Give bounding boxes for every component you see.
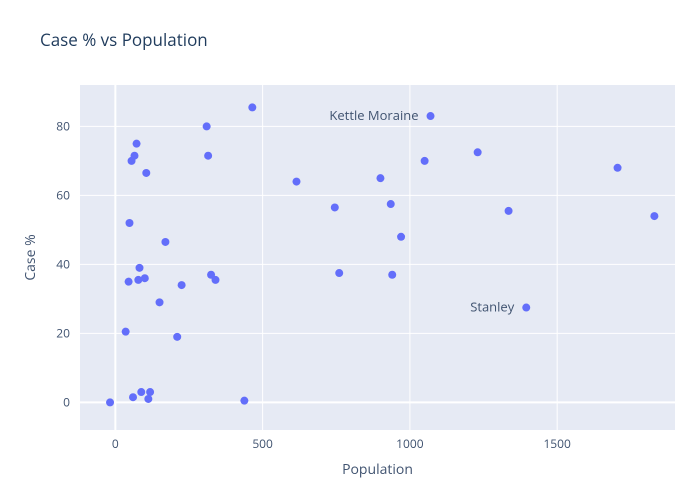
data-point[interactable]	[522, 304, 530, 312]
data-point[interactable]	[248, 103, 256, 111]
data-point[interactable]	[178, 281, 186, 289]
data-point[interactable]	[122, 328, 130, 336]
x-tick-label: 1500	[543, 435, 571, 452]
data-point[interactable]	[129, 393, 137, 401]
data-point[interactable]	[125, 219, 133, 227]
data-point[interactable]	[650, 212, 658, 220]
data-point[interactable]	[161, 238, 169, 246]
data-point[interactable]	[173, 333, 181, 341]
data-point[interactable]	[204, 152, 212, 160]
data-point[interactable]	[142, 169, 150, 177]
y-tick-label: 80	[56, 117, 70, 134]
scatter-chart: Case % vs Population 0 500 1000 1500 0 20 40 60…	[0, 0, 700, 500]
data-point[interactable]	[203, 122, 211, 130]
y-axis-label: Case %	[21, 234, 40, 280]
data-point[interactable]	[240, 397, 248, 405]
data-point[interactable]	[335, 269, 343, 277]
data-point[interactable]	[474, 148, 482, 156]
data-point[interactable]	[397, 233, 405, 241]
data-point[interactable]	[136, 264, 144, 272]
data-point[interactable]	[292, 178, 300, 186]
data-point[interactable]	[125, 278, 133, 286]
data-point[interactable]	[427, 112, 435, 120]
data-point[interactable]	[156, 298, 164, 306]
chart-title: Case % vs Population	[40, 28, 208, 51]
annotation-label: Stanley	[470, 298, 515, 316]
x-tick-label: 500	[252, 435, 273, 452]
x-tick-label: 1000	[396, 435, 424, 452]
y-tick-label: 20	[56, 324, 70, 341]
data-point[interactable]	[505, 207, 513, 215]
data-point[interactable]	[146, 388, 154, 396]
data-point[interactable]	[387, 200, 395, 208]
data-point[interactable]	[331, 203, 339, 211]
data-point[interactable]	[376, 174, 384, 182]
y-tick-label: 60	[56, 186, 70, 203]
data-point[interactable]	[137, 388, 145, 396]
data-point[interactable]	[614, 164, 622, 172]
data-point[interactable]	[106, 398, 114, 406]
data-point[interactable]	[144, 395, 152, 403]
x-axis-label: Population	[342, 460, 413, 479]
data-point[interactable]	[130, 152, 138, 160]
data-point[interactable]	[421, 157, 429, 165]
plot-area	[80, 85, 675, 430]
data-point[interactable]	[211, 276, 219, 284]
annotation-label: Kettle Moraine	[329, 106, 418, 124]
data-point[interactable]	[133, 140, 141, 148]
data-point[interactable]	[141, 274, 149, 282]
data-point[interactable]	[388, 271, 396, 279]
chart-svg[interactable]: 0 500 1000 1500 0 20 40 60 80 Population Case % Ket…	[0, 0, 700, 500]
y-tick-label: 40	[56, 255, 70, 272]
x-tick-label: 0	[112, 435, 119, 452]
y-tick-label: 0	[63, 393, 70, 410]
